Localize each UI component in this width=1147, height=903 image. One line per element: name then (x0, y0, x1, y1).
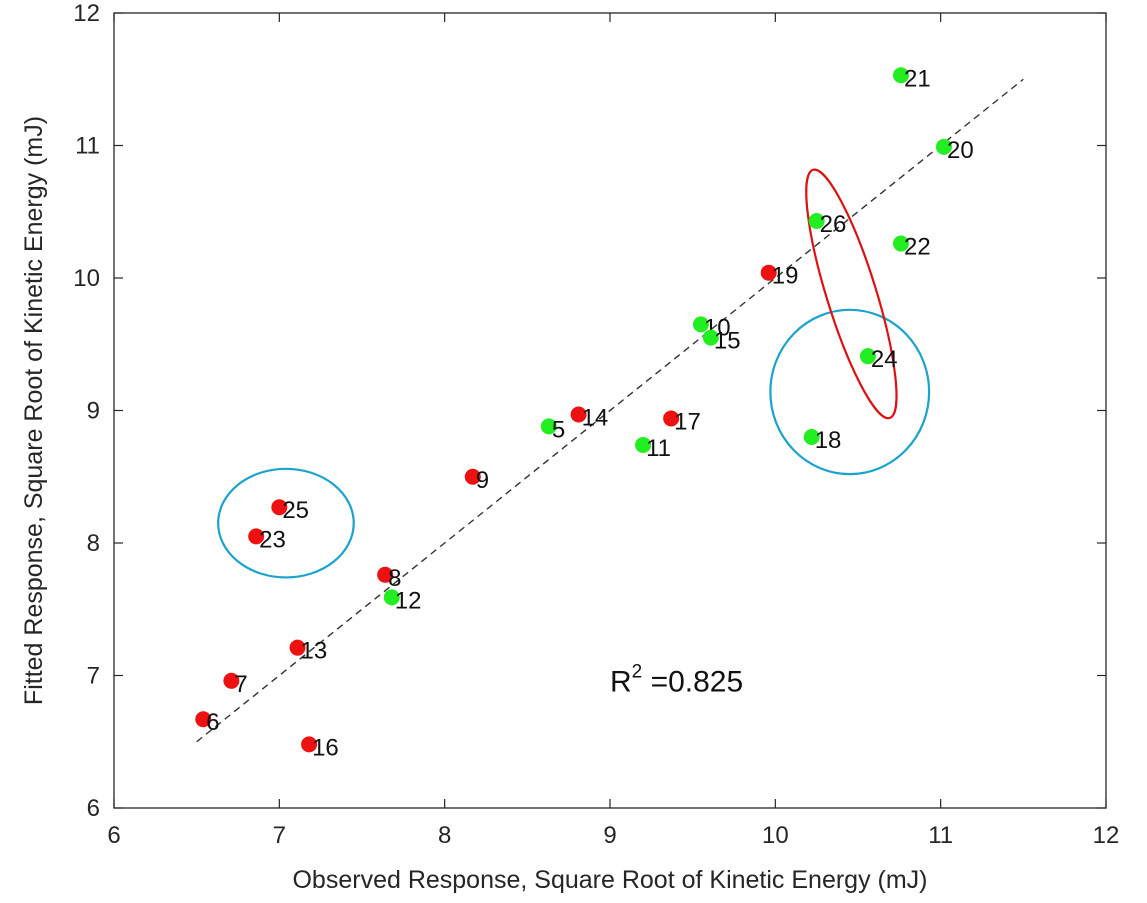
data-point (935, 138, 952, 155)
data-point-label: 13 (301, 638, 328, 665)
data-point (377, 566, 394, 583)
data-point (301, 736, 318, 753)
x-tick-label: 12 (1093, 822, 1120, 849)
data-point-label: 22 (904, 234, 931, 261)
data-point (803, 429, 820, 445)
data-point-label: 6 (206, 709, 219, 736)
data-point (570, 406, 587, 423)
x-axis-label: Observed Response, Square Root of Kineti… (292, 866, 927, 894)
x-tick-label: 7 (273, 822, 286, 849)
x-tick-label: 11 (928, 822, 953, 849)
data-point-label: 24 (871, 346, 898, 373)
x-tick-label: 10 (762, 822, 789, 849)
highlight-ellipse (217, 467, 355, 579)
data-point (248, 528, 265, 545)
data-point-label: 17 (674, 408, 701, 435)
data-point (223, 672, 240, 689)
data-point-label: 9 (476, 467, 489, 494)
y-tick-label: 8 (87, 530, 100, 557)
data-point (540, 418, 557, 435)
y-tick-label: 12 (73, 0, 100, 27)
r-squared-base: R (610, 665, 632, 698)
x-tick-label: 6 (107, 822, 120, 849)
data-point (464, 468, 481, 485)
r-squared-annotation: R2 =0.825 (610, 661, 743, 698)
data-point (760, 264, 777, 281)
data-point-label: 20 (947, 137, 974, 164)
data-point-label: 18 (815, 427, 842, 454)
data-point-label: 23 (259, 526, 286, 553)
fit-line-layer (196, 78, 1024, 743)
y-tick-label: 6 (87, 795, 100, 822)
r-squared-exponent: 2 (632, 661, 643, 682)
data-point (635, 436, 652, 453)
data-point (692, 316, 709, 333)
data-point-label: 7 (234, 671, 247, 698)
data-point (383, 589, 400, 606)
data-point (892, 235, 909, 252)
data-point (271, 499, 288, 516)
data-point-label: 12 (395, 587, 422, 614)
fit-line (196, 78, 1024, 743)
y-tick-label: 10 (73, 265, 100, 292)
data-point-label: 14 (582, 404, 609, 431)
data-point (663, 410, 680, 427)
data-point (808, 213, 825, 230)
data-point (289, 639, 306, 656)
data-point-label: 11 (646, 435, 671, 462)
y-tick-label: 11 (75, 133, 100, 160)
y-tick-label: 9 (87, 398, 100, 425)
y-tick-label: 7 (87, 663, 100, 690)
data-point-label: 8 (388, 565, 401, 592)
data-point (195, 711, 212, 728)
data-point-label: 21 (904, 65, 931, 92)
x-tick-label: 9 (603, 822, 616, 849)
highlight-layer (217, 168, 931, 579)
data-point-label: 26 (820, 211, 847, 238)
x-tick-label: 8 (438, 822, 451, 849)
data-point (859, 348, 876, 365)
data-point-label: 5 (552, 416, 565, 443)
highlight-ellipse (769, 308, 931, 476)
r-squared-value: =0.825 (642, 665, 743, 698)
plot-frame (113, 12, 1107, 809)
data-point-label: 16 (312, 734, 339, 761)
data-point-label: 15 (714, 328, 741, 355)
data-point-label: 19 (772, 263, 799, 290)
highlight-ellipse (805, 168, 898, 420)
data-point (702, 329, 719, 346)
data-point-label: 25 (282, 497, 309, 524)
y-axis-label: Fitted Response, Square Root of Kinetic … (20, 116, 48, 705)
data-point (892, 67, 909, 84)
